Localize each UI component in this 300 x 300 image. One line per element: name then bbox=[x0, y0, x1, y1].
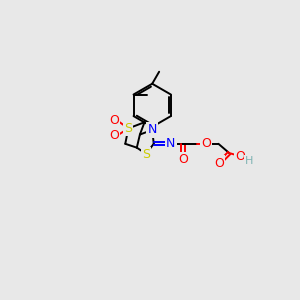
Text: S: S bbox=[124, 122, 132, 135]
Text: O: O bbox=[214, 157, 224, 169]
Text: O: O bbox=[235, 150, 245, 163]
Text: N: N bbox=[148, 123, 157, 136]
Text: H: H bbox=[245, 156, 254, 166]
Text: N: N bbox=[166, 137, 175, 150]
Text: O: O bbox=[201, 137, 211, 150]
Text: S: S bbox=[142, 148, 150, 161]
Text: O: O bbox=[109, 114, 118, 127]
Text: O: O bbox=[178, 153, 188, 166]
Text: O: O bbox=[109, 129, 118, 142]
